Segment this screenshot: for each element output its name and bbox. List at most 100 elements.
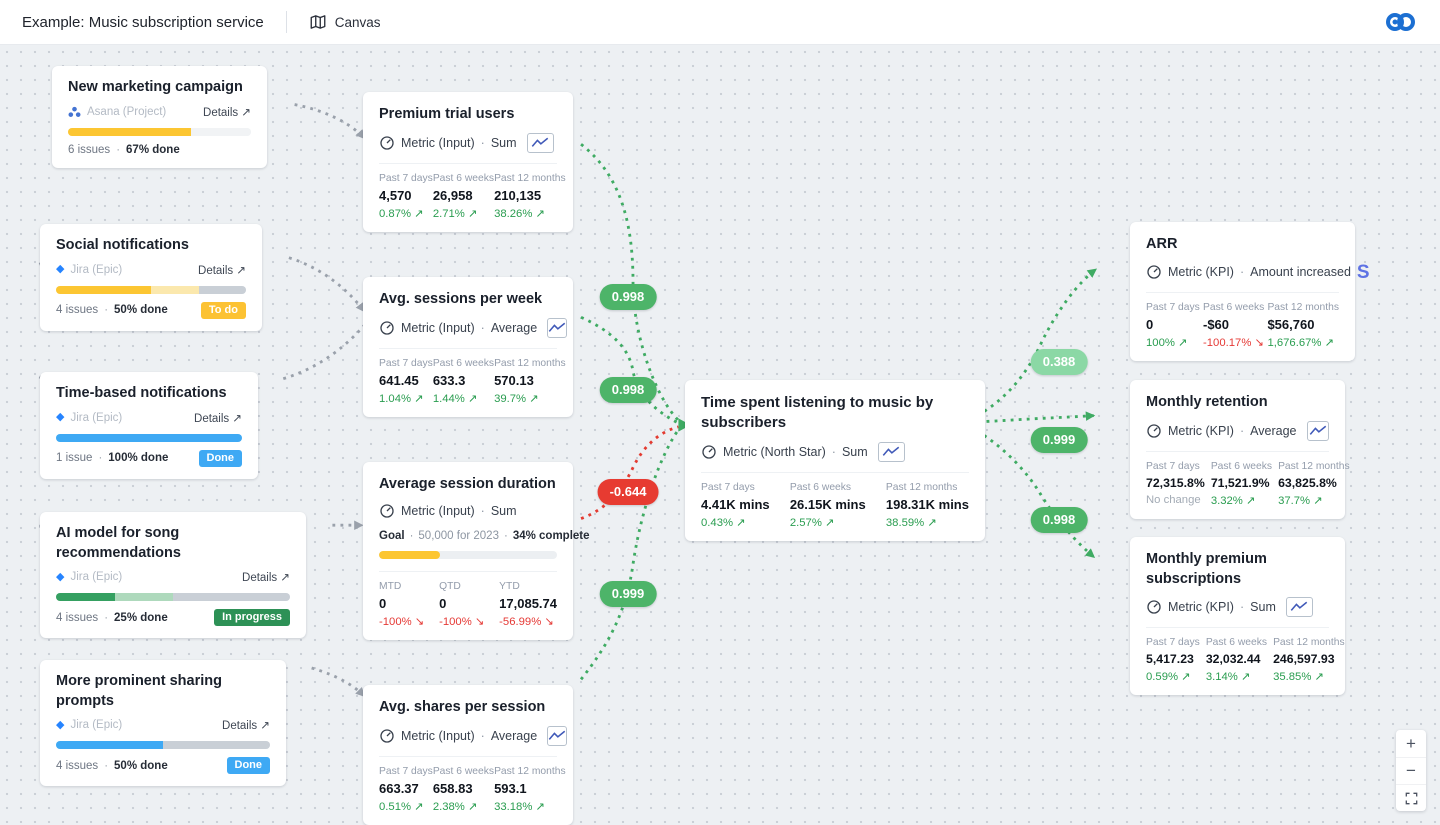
details-link[interactable]: Details ↗ — [194, 412, 242, 425]
correlation-badge[interactable]: 0.388 — [1030, 349, 1088, 375]
metric-delta: 33.18% ↗ — [494, 800, 545, 813]
sparkline-icon[interactable] — [526, 132, 554, 153]
correlation-badge[interactable]: 0.998 — [599, 284, 657, 310]
type-separator: · — [480, 135, 485, 150]
asana-icon — [68, 106, 81, 118]
metric-delta: 3.32% ↗ — [1210, 494, 1256, 507]
metric-card-arr[interactable]: ARR Metric (KPI) · Amount increased S Pa… — [1130, 222, 1370, 361]
metric-delta: 100% ↗ — [1146, 336, 1188, 349]
metric-delta: 35.85% ↗ — [1273, 671, 1324, 684]
work-card-sharing-prompts[interactable]: More prominent sharing prompts ◆ Jira (E… — [40, 660, 286, 787]
sparkline-icon[interactable] — [1285, 597, 1313, 618]
period-label: Past 6 weeks — [432, 765, 495, 777]
sparkline-icon[interactable] — [547, 725, 568, 746]
source-label: Jira (Epic) — [70, 411, 123, 424]
metric-value: 63,825.8% — [1278, 475, 1337, 490]
status-badge: To do — [200, 301, 246, 319]
metric-delta: 37.7% ↗ — [1278, 494, 1323, 507]
work-card-social-notifications[interactable]: Social notifications ◆ Jira (Epic) Detai… — [40, 224, 262, 331]
work-card-new-marketing-campaign[interactable]: New marketing campaign Asana (Project) D… — [52, 66, 267, 168]
metric-delta: No change — [1146, 493, 1201, 506]
metric-title: Monthly retention — [1146, 394, 1268, 410]
details-link[interactable]: Details ↗ — [203, 106, 251, 119]
metric-type: Metric (KPI) — [1168, 600, 1234, 615]
fit-view-button[interactable] — [1396, 784, 1426, 811]
metric-value: 72,315.8% — [1146, 475, 1205, 490]
source-label: Asana (Project) — [87, 105, 167, 118]
status-badge: Done — [198, 449, 242, 467]
source-label: Jira (Epic) — [70, 719, 123, 732]
metric-value: -$60 — [1203, 316, 1230, 332]
sparkline-icon[interactable] — [1306, 420, 1329, 441]
nav-canvas[interactable]: Canvas — [309, 13, 381, 31]
header-divider — [285, 11, 287, 33]
zoom-in-button[interactable]: + — [1396, 730, 1426, 757]
metric-value: 0 — [1146, 316, 1154, 332]
period-label: QTD — [439, 580, 461, 592]
metric-delta: 2.57% ↗ — [789, 516, 835, 529]
sparkline-icon[interactable] — [547, 317, 568, 338]
metric-card-avg-shares-per-session[interactable]: Avg. shares per session Metric (Input) ·… — [363, 685, 573, 825]
metric-value: 658.83 — [432, 780, 473, 796]
canvas[interactable]: New marketing campaign Asana (Project) D… — [0, 45, 1440, 825]
doubleloop-logo[interactable] — [1384, 10, 1418, 34]
metric-card-monthly-retention[interactable]: Monthly retention Metric (KPI) · Average… — [1130, 380, 1350, 519]
goal-label: Goal — [379, 529, 405, 542]
metric-delta: -100% ↘ — [379, 615, 425, 628]
period-label: Past 6 weeks — [1210, 460, 1273, 472]
gauge-icon — [379, 320, 395, 336]
details-link[interactable]: Details ↗ — [198, 264, 246, 277]
metric-value: 593.1 — [494, 780, 527, 796]
metric-value: 17,085.74 — [499, 595, 557, 611]
meta-separator: · — [98, 452, 103, 465]
correlation-badge[interactable]: -0.644 — [597, 479, 659, 505]
meta-separator: · — [104, 759, 109, 772]
work-card-ai-model[interactable]: AI model for song recommendations ◆ Jira… — [40, 512, 306, 639]
metric-type: Metric (Input) — [401, 135, 475, 150]
meta-separator: · — [104, 304, 109, 317]
metric-card-average-session-duration[interactable]: Average session duration Metric (Input) … — [363, 462, 590, 640]
type-separator: · — [831, 444, 836, 459]
gauge-icon — [1146, 264, 1162, 280]
metric-card-north-star[interactable]: Time spent listening to music by subscri… — [685, 380, 985, 541]
details-link[interactable]: Details ↗ — [242, 572, 290, 585]
metric-card-premium-trial-users[interactable]: Premium trial users Metric (Input) · Sum… — [363, 92, 573, 232]
sparkline-icon[interactable] — [877, 441, 905, 462]
metric-delta: 1.04% ↗ — [379, 392, 424, 405]
metric-value: 71,521.9% — [1210, 475, 1270, 490]
work-card-time-based-notifications[interactable]: Time-based notifications ◆ Jira (Epic) D… — [40, 372, 258, 479]
metric-delta: 2.71% ↗ — [432, 207, 478, 220]
period-label: Past 12 months — [885, 481, 958, 493]
app-header: Example: Music subscription service Canv… — [0, 0, 1440, 45]
issues-count: 6 issues — [68, 143, 111, 156]
jira-icon: ◆ — [56, 570, 65, 583]
metric-delta: 39.7% ↗ — [494, 392, 539, 405]
metric-card-monthly-premium-subscriptions[interactable]: Monthly premium subscriptions Metric (KP… — [1130, 537, 1345, 696]
done-percent: 50% done — [114, 304, 168, 317]
zoom-out-button[interactable]: − — [1396, 757, 1426, 784]
work-card-title: AI model for song recommendations — [56, 525, 181, 561]
metric-title: Avg. shares per session — [379, 699, 546, 715]
details-link[interactable]: Details ↗ — [222, 720, 270, 733]
type-separator: · — [1239, 265, 1245, 280]
zoom-controls: + − — [1396, 730, 1426, 811]
metric-title: Premium trial users — [379, 106, 515, 122]
correlation-badge[interactable]: 0.998 — [1030, 507, 1088, 533]
metric-value: 641.45 — [379, 372, 419, 388]
progress-bar — [56, 741, 270, 750]
metric-agg: Sum — [841, 444, 868, 459]
correlation-badge[interactable]: 0.999 — [1030, 427, 1088, 453]
done-percent: 67% done — [126, 143, 180, 156]
correlation-badge[interactable]: 0.999 — [599, 581, 657, 607]
metric-agg: Average — [490, 320, 538, 335]
metric-card-avg-sessions-per-week[interactable]: Avg. sessions per week Metric (Input) · … — [363, 277, 573, 417]
metric-delta: 1,676.67% ↗ — [1267, 336, 1335, 349]
source-label: Jira (Epic) — [70, 571, 123, 584]
gauge-icon — [379, 135, 395, 151]
correlation-badge[interactable]: 0.998 — [599, 377, 657, 403]
metric-value: 4,570 — [379, 187, 412, 203]
period-label: Past 6 weeks — [1205, 637, 1268, 649]
period-label: Past 12 months — [494, 357, 566, 369]
metric-value: $56,760 — [1267, 316, 1315, 332]
metric-agg: Sum — [1250, 600, 1276, 615]
